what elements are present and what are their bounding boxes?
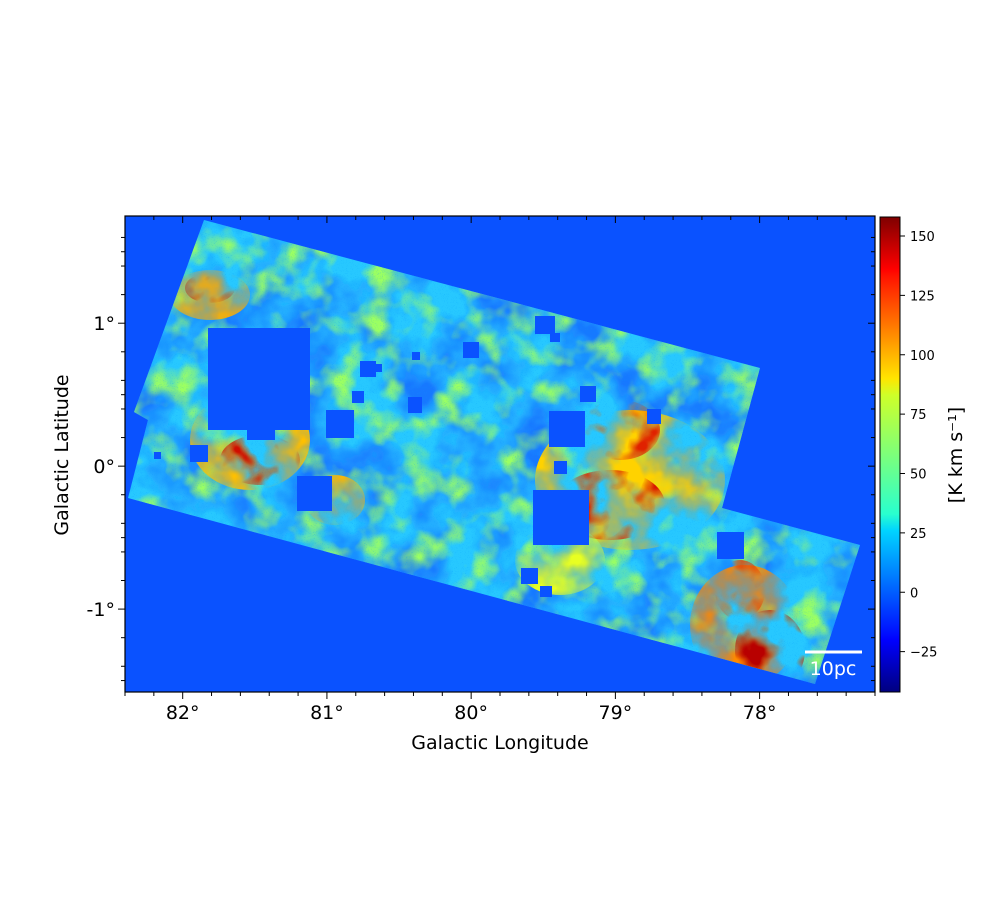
colorbar-label: [K km s⁻¹]	[945, 407, 967, 503]
scale-bar-label: 10pc	[810, 658, 857, 680]
colorbar-tick-label: 0	[910, 586, 918, 601]
colorbar-ticks: 150 125 100 75 50 25 0 −25	[900, 230, 937, 661]
masked-patches	[154, 316, 744, 597]
x-tick-label: 82°	[166, 702, 200, 724]
colorbar-tick-label: 150	[910, 230, 935, 245]
x-axis-title: Galactic Longitude	[411, 732, 588, 754]
colorbar-tick-label: 50	[910, 468, 927, 483]
x-axis: 82° 81° 80° 79° 78°	[124, 216, 876, 724]
y-tick-label: -1°	[87, 599, 115, 621]
y-tick-label: 0°	[93, 456, 115, 478]
colorbar-tick-label: −25	[910, 646, 937, 661]
colorbar-tick-label: 75	[910, 408, 927, 423]
x-tick-label: 81°	[310, 702, 344, 724]
y-axis: 1° 0° -1°	[87, 236, 875, 682]
colorbar-tick-label: 100	[910, 349, 935, 364]
x-tick-label: 79°	[599, 702, 633, 724]
colorbar-gradient	[880, 217, 900, 692]
colorbar: 150 125 100 75 50 25 0 −25 [K km s⁻¹]	[879, 216, 967, 693]
colorbar-tick-label: 125	[910, 289, 935, 304]
y-tick-label: 1°	[93, 313, 115, 335]
scale-bar: 10pc	[805, 650, 862, 680]
colorbar-frame	[879, 216, 901, 693]
colorbar-tick-label: 25	[910, 527, 927, 542]
x-tick-label: 78°	[743, 702, 777, 724]
y-axis-title: Galactic Latitude	[51, 374, 73, 535]
x-tick-label: 80°	[454, 702, 488, 724]
